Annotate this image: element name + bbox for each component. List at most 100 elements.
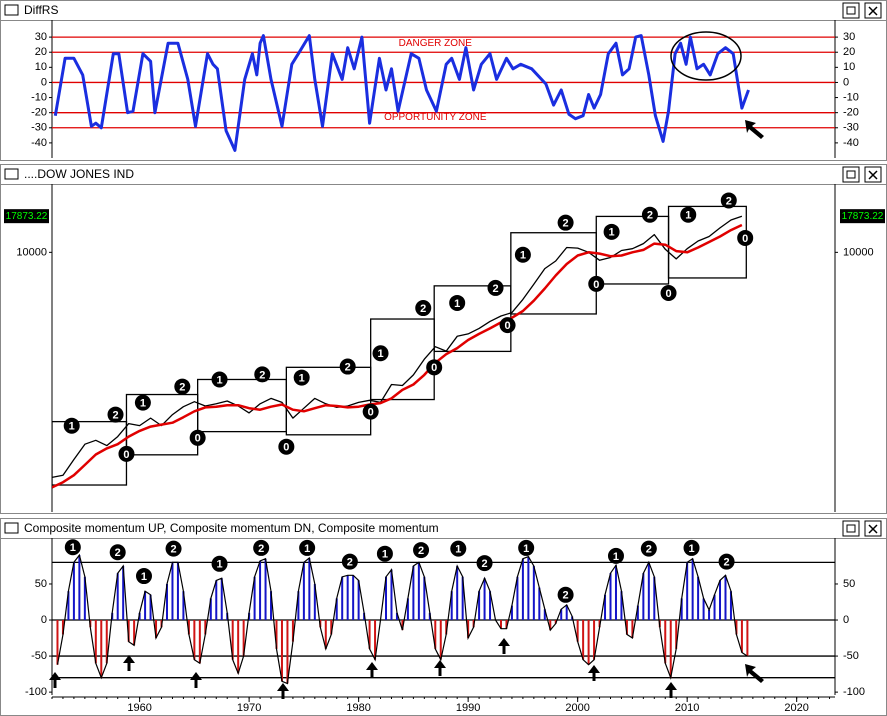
y-tick-label: 10 xyxy=(843,61,855,73)
cycle-marker xyxy=(449,294,466,311)
x-tick-label: 1970 xyxy=(237,702,261,714)
cycle-marker-label: 1 xyxy=(141,571,147,583)
momentum-bar xyxy=(680,598,683,621)
cycle-marker-label: 1 xyxy=(216,374,222,386)
cycle-marker xyxy=(737,229,754,246)
momentum-bar xyxy=(669,620,672,678)
cycle-marker xyxy=(640,540,657,557)
cycle-marker-label: 1 xyxy=(523,543,529,555)
momentum-bar xyxy=(56,620,59,665)
y-tick-label: 50 xyxy=(35,578,47,590)
momentum-bar xyxy=(291,620,294,642)
momentum-bar xyxy=(242,620,245,657)
momentum-bar xyxy=(220,578,223,621)
cycle-marker xyxy=(372,345,389,362)
momentum-bar xyxy=(198,620,201,664)
momentum-bar xyxy=(582,620,585,660)
up-arrow xyxy=(49,672,61,688)
momentum-bar xyxy=(538,587,541,621)
y-tick-label: -50 xyxy=(843,650,859,662)
close-icon xyxy=(868,170,878,180)
panel-title: ....DOW JONES IND xyxy=(24,167,134,181)
restore-button[interactable] xyxy=(842,2,860,19)
series-line xyxy=(53,34,750,152)
y-tick-label: -10 xyxy=(843,91,859,103)
momentum-bar xyxy=(516,576,519,621)
y-tick-label: 10 xyxy=(35,61,47,73)
momentum-bar xyxy=(598,620,601,628)
momentum-bar xyxy=(527,556,530,621)
last-value-label: 17873.22 xyxy=(842,211,884,222)
momentum-bar xyxy=(94,620,97,664)
restore-button[interactable] xyxy=(842,166,860,183)
momentum-bar xyxy=(664,620,667,664)
momentum-bar xyxy=(231,620,234,660)
momentum-bar xyxy=(467,620,470,639)
momentum-bar xyxy=(631,620,634,639)
momentum-bar xyxy=(510,605,513,621)
x-tick-label: 2000 xyxy=(565,702,589,714)
momentum-bar xyxy=(122,565,125,621)
cycle-marker xyxy=(253,539,270,556)
series-line xyxy=(52,215,743,479)
restore-icon xyxy=(846,6,856,15)
momentum-bar xyxy=(385,576,388,621)
y-tick-label: 10000 xyxy=(843,246,874,258)
momentum-bar xyxy=(215,580,218,621)
cycle-marker-label: 1 xyxy=(69,421,75,433)
momentum-bar xyxy=(390,569,393,621)
momentum-bar xyxy=(286,620,289,684)
momentum-bar xyxy=(149,594,152,621)
cycle-marker xyxy=(607,547,624,564)
cycle-marker xyxy=(450,540,467,557)
momentum-bar xyxy=(155,620,158,639)
cycle-marker-label: 2 xyxy=(647,210,653,222)
cycle-marker xyxy=(426,359,443,376)
cycle-marker xyxy=(211,555,228,572)
momentum-bar xyxy=(346,575,349,621)
cycle-marker xyxy=(588,275,605,292)
plot-area xyxy=(56,553,749,685)
series-line xyxy=(52,223,743,489)
up-arrow xyxy=(498,638,510,654)
momentum-bar xyxy=(636,605,639,621)
cycle-marker-label: 2 xyxy=(347,557,353,569)
cycle-marker-label: 1 xyxy=(70,542,76,554)
cycle-marker xyxy=(362,403,379,420)
momentum-bar xyxy=(653,576,656,621)
panel-diffrs: DiffRS xyxy=(0,0,887,161)
momentum-bar xyxy=(642,573,645,621)
momentum-bar xyxy=(330,620,333,635)
momentum-bar xyxy=(83,576,86,621)
cycle-marker xyxy=(683,539,700,556)
momentum-bar xyxy=(253,576,256,621)
cycle-marker-label: 2 xyxy=(492,283,498,295)
momentum-bar xyxy=(308,558,311,621)
momentum-bar xyxy=(100,620,103,678)
momentum-bar xyxy=(374,620,377,660)
cycle-marker-label: 1 xyxy=(685,210,691,222)
restore-icon xyxy=(846,524,856,533)
y-tick-label: -100 xyxy=(843,686,865,698)
cycle-marker xyxy=(341,553,358,570)
momentum-bar xyxy=(686,562,689,621)
restore-button[interactable] xyxy=(842,520,860,537)
panel-dow: ....DOW JONES IND xyxy=(0,164,887,514)
momentum-bar xyxy=(127,620,130,642)
momentum-bar xyxy=(72,562,75,621)
momentum-bar xyxy=(144,591,147,621)
cycle-marker-label: 2 xyxy=(258,543,264,555)
cycle-marker xyxy=(339,358,356,375)
cycle-marker xyxy=(174,378,191,395)
y-tick-label: 20 xyxy=(843,46,855,58)
cycle-marker xyxy=(189,429,206,446)
pointer-arrow xyxy=(745,120,764,139)
momentum-bar xyxy=(713,594,716,621)
y-tick-label: 10000 xyxy=(16,246,47,258)
momentum-bar xyxy=(532,565,535,621)
up-arrow xyxy=(277,683,289,699)
cycle-marker-label: 0 xyxy=(593,279,599,291)
panel-title: DiffRS xyxy=(24,3,58,17)
y-tick-label: -30 xyxy=(843,122,859,134)
